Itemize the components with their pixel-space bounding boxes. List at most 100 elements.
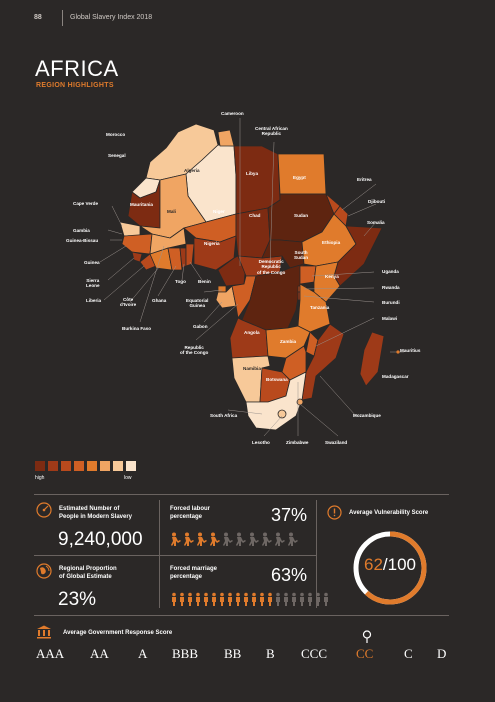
region-guinea [121,233,153,255]
alert-icon [327,505,342,520]
legend-high-label: high [35,475,45,481]
proportion-label: Regional Proportion of Global Estimate [59,566,117,580]
region-tunisia [217,129,235,147]
region-swaziland [296,398,304,406]
response-label: Average Government Response Score [63,630,173,636]
grade-aaa: AAA [36,646,65,661]
labour-person-icon [275,532,285,546]
forced-marriage-value: 63% [271,565,308,585]
marriage-person-icon [284,592,288,606]
region-south-africa [245,371,307,431]
marriage-person-icon [268,592,272,606]
region-equatorial-guinea [217,285,227,293]
labour-person-icon [249,532,259,546]
grade-b: B [266,646,275,661]
label-guinea: Guinea [84,260,100,265]
label-south-africa: South Africa [210,413,238,418]
label-madagascar: Madagascar [382,374,409,379]
label-equatorial-guinea: Equatorial Guinea [186,298,209,309]
marriage-person-icon [316,592,320,606]
grade-ccc: CCC [301,646,328,661]
vulnerability-label: Average Vulnerability Score [349,510,429,516]
forced-labour-label: Forced labour percentage [170,506,211,520]
marriage-person-icon [204,592,208,606]
label-namibia: Namibia [243,366,261,371]
marriage-person-icon [300,592,304,606]
region-kenya [313,261,341,303]
divider-col2 [316,500,317,608]
divider-middle [34,555,316,556]
label-algeria: Algeria [184,168,200,173]
label-guinea-bissau: Guinea-Bissau [66,238,99,243]
marriage-person-icon [220,592,224,606]
label-zambia: Zambia [280,339,297,344]
label-malawi: Malawi [382,316,398,321]
label-mozambique: Mozambique [353,413,381,418]
labour-person-icon [288,532,298,546]
legend-swatch [48,461,58,471]
labour-person-icon [184,532,194,546]
forced-marriage-pictogram [170,592,330,611]
grade-c: C [404,646,413,661]
legend-swatch [87,461,97,471]
labour-person-icon [197,532,207,546]
legend-swatch [113,461,123,471]
label-gabon: Gabon [193,324,208,329]
vulnerability-gauge [353,531,427,605]
grade-bb: BB [224,646,242,661]
label-rwanda: Rwanda [382,285,400,290]
marriage-person-icon [196,592,200,606]
label-cape-verde: Cape Verde [73,201,99,206]
label-uganda: Uganda [382,269,399,274]
government-building-icon [37,625,51,639]
label-cameroon: Cameroon [221,111,244,116]
label-cote-divoire: Côte d'Ivoire [120,297,137,308]
estimated-label: Estimated Number of People in Modern Sla… [59,506,133,520]
label-morocco: Morocco [106,132,126,137]
labour-person-icon [171,532,181,546]
marriage-person-icon [172,592,176,606]
label-botswana: Botswana [266,377,288,382]
location-pin-icon [362,630,372,643]
label-mauritius: Mauritius [400,348,421,353]
publication-title: Global Slavery Index 2018 [70,14,153,21]
mauritius-marker [396,350,400,354]
marriage-person-icon [292,592,296,606]
marriage-person-icon [308,592,312,606]
region-benin [185,243,195,267]
legend-swatch [35,461,45,471]
region-libya [233,145,281,215]
marriage-person-icon [236,592,240,606]
grade-a: A [138,646,148,661]
legend-swatch [126,461,136,471]
label-mali: Mali [167,209,176,214]
label-egypt: Egypt [293,175,306,180]
label-djibouti: Djibouti [368,199,386,204]
forced-marriage-label: Forced marriage percentage [170,566,218,580]
region-mozambique [301,323,345,401]
marriage-person-icon [228,592,232,606]
page-subtitle: REGION HIGHLIGHTS [36,82,114,89]
region-lesotho [277,409,287,419]
label-republic-of-congo: Republic of the Congo [180,345,209,356]
label-eritrea: Eritrea [357,177,372,182]
label-ghana: Ghana [152,298,167,303]
page-number: 88 [34,14,42,21]
label-libya: Libya [246,171,258,176]
region-uganda [299,265,317,285]
label-burundi: Burundi [382,300,400,305]
label-tanzania: Tanzania [310,305,330,310]
estimated-value: 9,240,000 [58,529,143,550]
grade-bbb: BBB [172,646,199,661]
label-somalia: Somalia [367,220,385,225]
globe-icon [36,563,52,579]
grade-cc: CC [356,646,374,661]
legend-swatch [74,461,84,471]
marriage-person-icon [324,592,328,606]
region-egypt [277,153,327,195]
grade-aa: AA [90,646,109,661]
label-kenya: Kenya [325,274,339,279]
forced-labour-value: 37% [271,505,308,525]
labour-person-icon [262,532,272,546]
